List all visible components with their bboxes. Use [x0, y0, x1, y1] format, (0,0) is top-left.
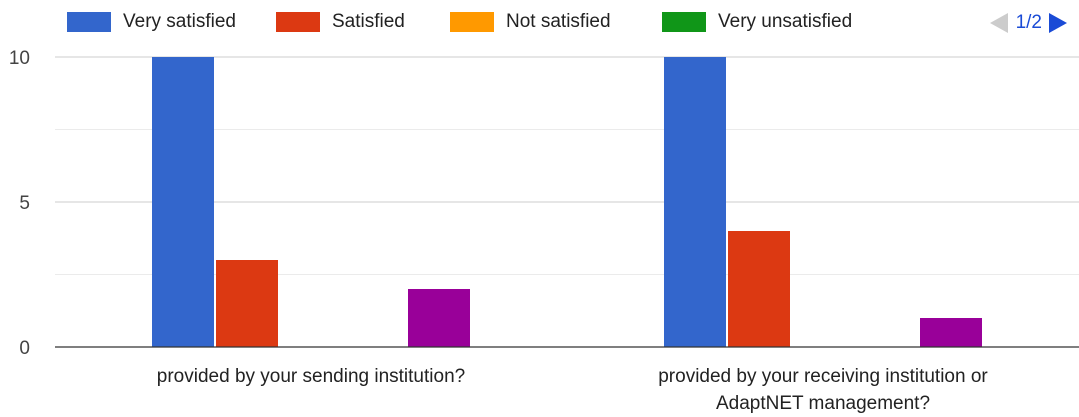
legend-swatch-very-unsatisfied [662, 12, 706, 32]
legend-pager: 1/2 [989, 11, 1067, 35]
legend-label: Not satisfied [506, 11, 611, 32]
y-tick-label: 0 [19, 338, 30, 359]
x-category-label: provided by your receiving institution o… [658, 366, 988, 387]
legend-label: Very satisfied [123, 11, 236, 32]
legend-swatch-satisfied [276, 12, 320, 32]
bar [920, 318, 982, 347]
x-category-label: AdaptNET management? [716, 393, 930, 414]
pager-text: 1/2 [1015, 12, 1042, 33]
legend-label: Satisfied [332, 11, 405, 32]
y-tick-label: 10 [9, 48, 30, 69]
x-category-label: provided by your sending institution? [157, 366, 465, 387]
legend-label: Very unsatisfied [718, 11, 853, 32]
bar [664, 57, 726, 347]
legend-item-very-satisfied[interactable]: Very satisfied [67, 10, 236, 34]
legend-swatch-not-satisfied [450, 12, 494, 32]
bar [152, 57, 214, 347]
legend-item-very-unsatisfied[interactable]: Very unsatisfied [662, 10, 852, 34]
legend: Very satisfied Satisfied Not satisfied V… [0, 0, 1079, 44]
bar [216, 260, 278, 347]
legend-swatch-very-satisfied [67, 12, 111, 32]
y-tick-label: 5 [19, 193, 30, 214]
triangle-left-icon[interactable] [989, 13, 1008, 33]
legend-item-not-satisfied[interactable]: Not satisfied [450, 10, 611, 34]
bar [408, 289, 470, 347]
triangle-right-icon[interactable] [1049, 13, 1067, 33]
bar [728, 231, 790, 347]
legend-item-satisfied[interactable]: Satisfied [276, 10, 405, 34]
